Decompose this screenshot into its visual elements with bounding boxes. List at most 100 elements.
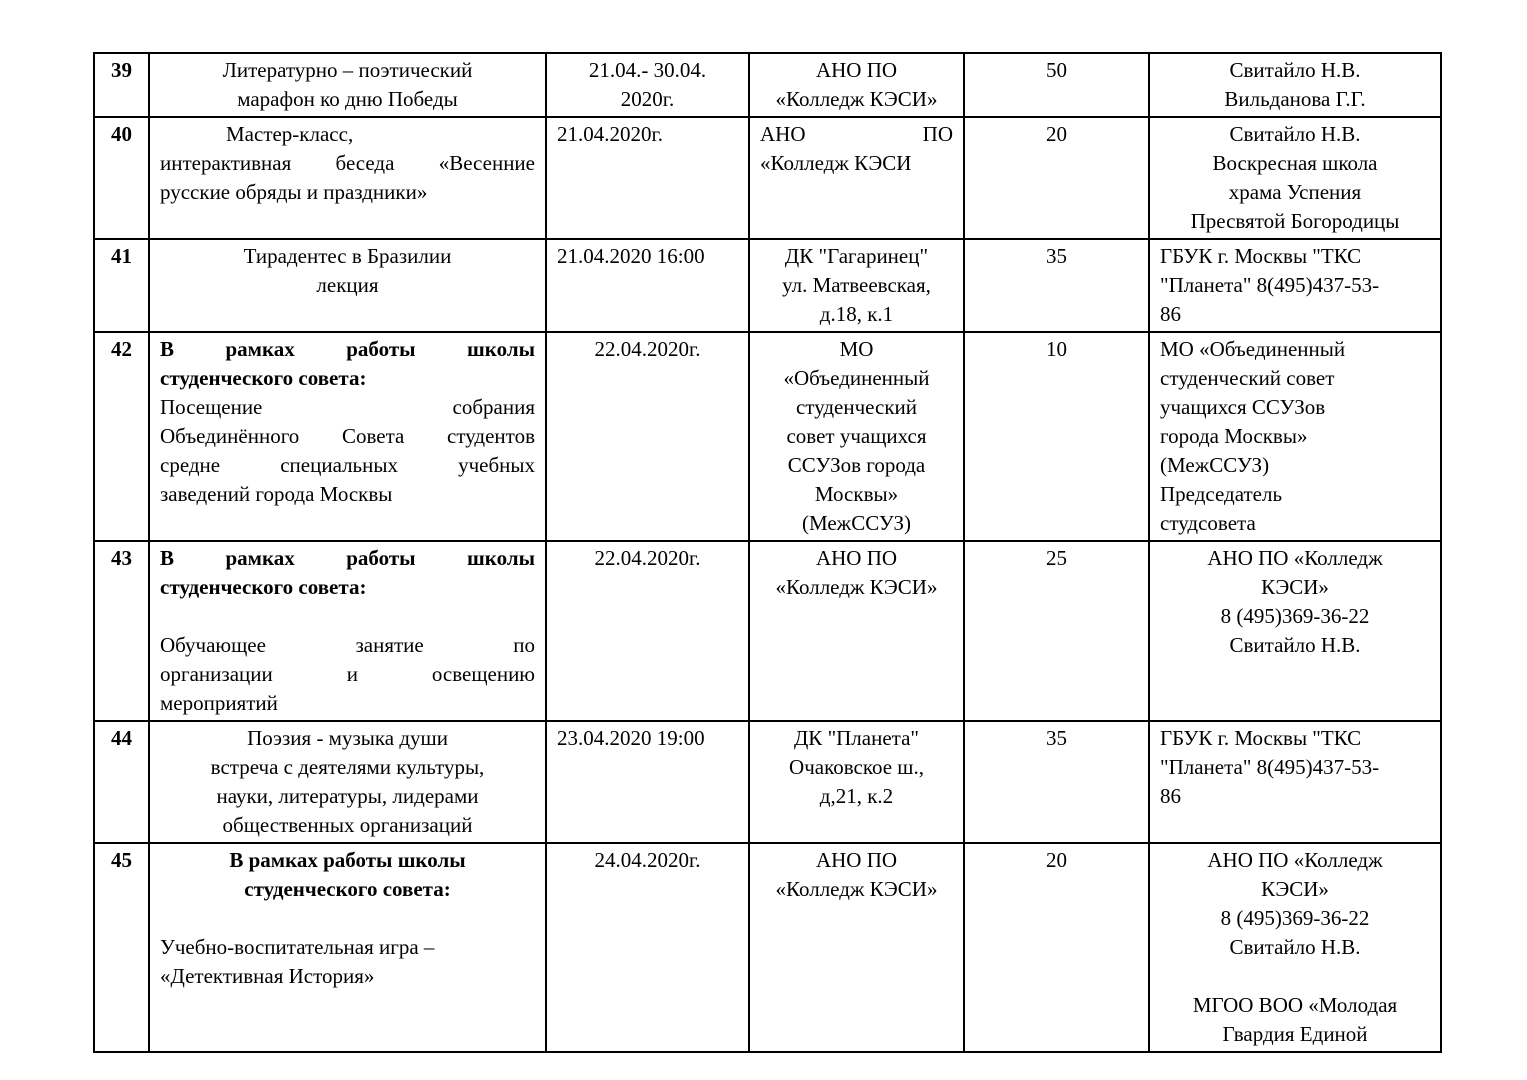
date-cell: 23.04.2020 19:00 <box>545 720 750 844</box>
cell-text-line: 42 <box>111 337 132 361</box>
date-cell: 22.04.2020г. <box>545 540 750 722</box>
cell-text-line: АНО ПО <box>815 58 898 82</box>
row-number-cell: 41 <box>93 238 150 333</box>
cell-text-line: Мастер-класс, <box>226 122 354 146</box>
cell-text-line: Свитайло Н.В. <box>1229 935 1361 959</box>
venue-cell: ДК "Планета" Очаковское ш., д,21, к.2 <box>748 720 965 844</box>
responsible-cell: МО «Объединенный студенческий совет учащих… <box>1148 331 1442 542</box>
cell-text-line: «Колледж КЭСИ» <box>775 575 938 599</box>
cell-text-line: д,21, к.2 <box>819 784 894 808</box>
cell-text-line: МО <box>839 337 874 361</box>
cell-text-line: (МежССУЗ) <box>1160 453 1270 477</box>
table-row: 40 Мастер-класс, интерактивная беседа «Вес… <box>93 116 1442 240</box>
cell-text-line: Учебно-воспитательная игра – <box>160 935 435 959</box>
cell-text-line: Воскресная школа <box>1212 151 1378 175</box>
cell-text-line: КЭСИ» <box>1261 877 1329 901</box>
cell-text-line: ГБУК г. Москвы "ТКС <box>1160 726 1362 750</box>
cell-text-line: ДК "Планета" <box>793 726 919 750</box>
table-row: 44 Поэзия - музыка души встреча с деятелям… <box>93 720 1442 844</box>
event-name-cell: Мастер-класс, интерактивная беседа «Весен… <box>148 116 547 240</box>
venue-cell: МО «Объединенный студенческий совет учащихс… <box>748 331 965 542</box>
cell-text-line: 86 <box>1160 784 1181 808</box>
cell-text-line: ДК "Гагаринец" <box>784 244 929 268</box>
date-cell: 22.04.2020г. <box>545 331 750 542</box>
row-number-cell: 45 <box>93 842 150 1053</box>
cell-text-line <box>160 602 535 631</box>
cell-text-line: Пресвятой Богородицы <box>1190 209 1400 233</box>
cell-text-line: студсовета <box>1160 511 1256 535</box>
cell-text-line: «Объединенный <box>783 366 930 390</box>
row-number-cell: 44 <box>93 720 150 844</box>
cell-text-line: совет учащихся <box>786 424 927 448</box>
responsible-cell: ГБУК г. Москвы "ТКС "Планета" 8(495)437-5… <box>1148 238 1442 333</box>
cell-text-line: студенческий <box>795 395 918 419</box>
cell-text-line: 22.04.2020г. <box>594 546 701 570</box>
date-cell: 21.04.- 30.04. 2020г. <box>545 52 750 118</box>
cell-text-line: Москвы» <box>814 482 899 506</box>
row-number-cell: 42 <box>93 331 150 542</box>
event-name-cell: В рамках работы школы студенческого совет… <box>148 331 547 542</box>
cell-text-line: заведений города Москвы <box>160 482 393 506</box>
cell-text-line: В рамках работы школы <box>160 337 535 361</box>
cell-text-line: Свитайло Н.В. <box>1229 633 1361 657</box>
cell-text-line: 39 <box>111 58 132 82</box>
event-name-cell: Литературно – поэтический марафон ко дню … <box>148 52 547 118</box>
cell-text-line: Очаковское ш., <box>789 755 924 779</box>
cell-text-line: Обучающее занятие по <box>160 633 535 657</box>
cell-text-line: АНО ПО <box>815 848 898 872</box>
participants-count-cell: 35 <box>963 238 1150 333</box>
event-name-cell: В рамках работы школы студенческого совет… <box>148 842 547 1053</box>
cell-text-line: ул. Матвеевская, <box>782 273 931 297</box>
cell-text-line: «Колледж КЭСИ <box>760 151 912 175</box>
cell-text-line: Свитайло Н.В. <box>1229 122 1361 146</box>
cell-text-line: 20 <box>1046 122 1067 146</box>
cell-text-line: 2020г. <box>620 87 675 111</box>
cell-text-line: студенческого совета: <box>160 575 367 599</box>
cell-text-line: храма Успения <box>1228 180 1362 204</box>
cell-text-line: 41 <box>111 244 132 268</box>
cell-text-line: АНО ПО «Колледж <box>1207 848 1383 872</box>
cell-text-line: 45 <box>111 848 132 872</box>
cell-text-line: "Планета" 8(495)437-53- <box>1160 273 1380 297</box>
row-number-cell: 43 <box>93 540 150 722</box>
date-cell: 21.04.2020г. <box>545 116 750 240</box>
cell-text-line: 21.04.2020г. <box>557 122 663 146</box>
cell-text-line: средне специальных учебных <box>160 453 535 477</box>
venue-cell: ДК "Гагаринец" ул. Матвеевская, д.18, к.1 <box>748 238 965 333</box>
cell-text-line <box>160 904 535 933</box>
cell-text-line: 24.04.2020г. <box>594 848 701 872</box>
date-cell: 24.04.2020г. <box>545 842 750 1053</box>
cell-text-line: марафон ко дню Победы <box>237 87 458 111</box>
responsible-cell: Свитайло Н.В. Воскресная школа храма Успен… <box>1148 116 1442 240</box>
participants-count-cell: 20 <box>963 116 1150 240</box>
cell-text-line: "Планета" 8(495)437-53- <box>1160 755 1380 779</box>
events-table-body: 39 Литературно – поэтический марафон ко дн… <box>93 52 1442 1053</box>
cell-text-line <box>1160 962 1430 991</box>
cell-text-line: КЭСИ» <box>1261 575 1329 599</box>
row-number-cell: 39 <box>93 52 150 118</box>
cell-text-line: студенческий совет <box>1160 366 1335 390</box>
cell-text-line: Председатель <box>1160 482 1283 506</box>
cell-text-line: 35 <box>1046 244 1067 268</box>
responsible-cell: АНО ПО «Колледж КЭСИ» 8 (495)369-36-22 Свит… <box>1148 842 1442 1053</box>
cell-text-line: 86 <box>1160 302 1181 326</box>
cell-text-line: 10 <box>1046 337 1067 361</box>
cell-text-line: 23.04.2020 19:00 <box>557 726 705 750</box>
table-row: 45 В рамках работы школы студенческого сов… <box>93 842 1442 1053</box>
cell-text-line: ССУЗов города <box>787 453 926 477</box>
cell-text-line: 35 <box>1046 726 1067 750</box>
responsible-cell: Свитайло Н.В. Вильданова Г.Г. <box>1148 52 1442 118</box>
cell-text-line: 20 <box>1046 848 1067 872</box>
cell-text-line: встреча с деятелями культуры, <box>210 755 485 779</box>
cell-text-line: «Колледж КЭСИ» <box>775 87 938 111</box>
cell-text-line: АНО ПО <box>760 122 953 146</box>
cell-text-line: Вильданова Г.Г. <box>1224 87 1366 111</box>
cell-text-line: 8 (495)369-36-22 <box>1220 604 1370 628</box>
table-row: 39 Литературно – поэтический марафон ко дн… <box>93 52 1442 118</box>
cell-text-line: Свитайло Н.В. <box>1229 58 1361 82</box>
participants-count-cell: 35 <box>963 720 1150 844</box>
cell-text-line: общественных организаций <box>222 813 473 837</box>
cell-text-line: 8 (495)369-36-22 <box>1220 906 1370 930</box>
events-table: 39 Литературно – поэтический марафон ко дн… <box>93 52 1442 1053</box>
